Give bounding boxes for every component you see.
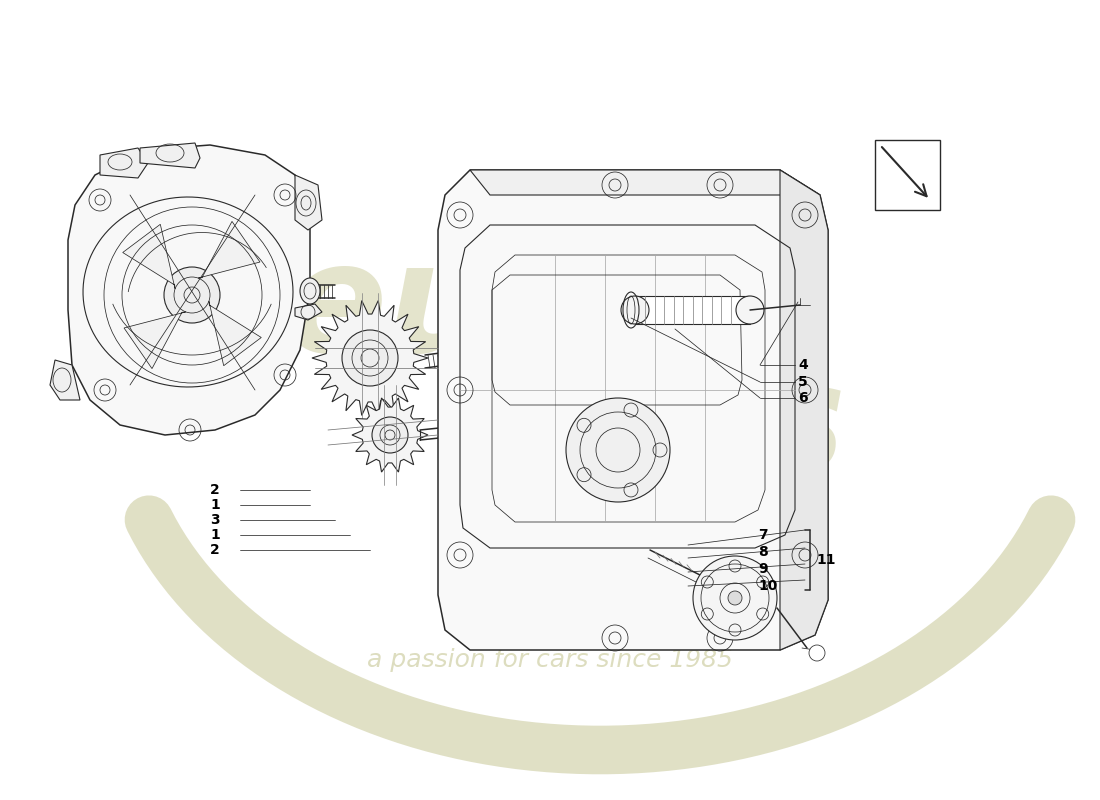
- Text: 5: 5: [798, 375, 807, 389]
- Text: euro: euro: [284, 235, 676, 385]
- Polygon shape: [312, 301, 428, 415]
- Polygon shape: [295, 304, 322, 320]
- Text: 8: 8: [758, 545, 768, 559]
- Text: 7: 7: [758, 528, 768, 542]
- Ellipse shape: [164, 267, 220, 323]
- Polygon shape: [198, 222, 260, 278]
- Polygon shape: [352, 398, 428, 472]
- Ellipse shape: [693, 556, 777, 640]
- Polygon shape: [124, 312, 186, 369]
- Ellipse shape: [372, 417, 408, 453]
- Text: 2: 2: [210, 543, 220, 557]
- Polygon shape: [635, 296, 750, 324]
- Text: a passion for cars since 1985: a passion for cars since 1985: [367, 648, 733, 672]
- Text: ares: ares: [473, 355, 847, 505]
- Text: 6: 6: [798, 391, 807, 405]
- Polygon shape: [50, 360, 80, 400]
- Polygon shape: [140, 143, 200, 168]
- Polygon shape: [68, 145, 310, 435]
- Polygon shape: [123, 224, 175, 289]
- Ellipse shape: [566, 398, 670, 502]
- Ellipse shape: [621, 296, 649, 324]
- Text: 10: 10: [758, 579, 778, 593]
- Polygon shape: [470, 170, 820, 195]
- Text: 1: 1: [210, 498, 220, 512]
- Ellipse shape: [728, 591, 743, 605]
- Text: 9: 9: [758, 562, 768, 576]
- Ellipse shape: [342, 330, 398, 386]
- Polygon shape: [209, 301, 262, 366]
- Text: 4: 4: [798, 358, 807, 372]
- Ellipse shape: [300, 278, 320, 304]
- Polygon shape: [295, 175, 322, 230]
- Text: 11: 11: [816, 553, 836, 567]
- Polygon shape: [780, 170, 828, 650]
- Ellipse shape: [736, 296, 764, 324]
- Text: 2: 2: [210, 483, 220, 497]
- Polygon shape: [438, 170, 828, 650]
- Text: 3: 3: [210, 513, 220, 527]
- Polygon shape: [100, 148, 148, 178]
- Ellipse shape: [808, 645, 825, 661]
- Text: 1: 1: [210, 528, 220, 542]
